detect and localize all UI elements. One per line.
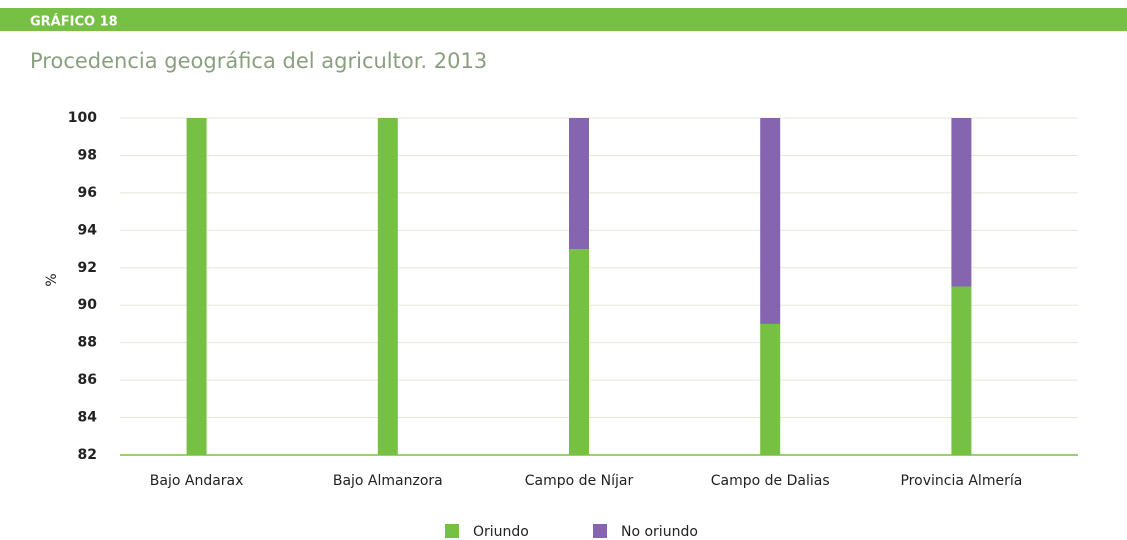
y-tick-label: 100 <box>68 110 97 126</box>
header-label: GRÁFICO 18 <box>30 14 118 30</box>
y-axis-label: % <box>44 273 60 286</box>
y-tick-label: 82 <box>78 447 97 463</box>
legend-swatch <box>445 524 459 538</box>
bar <box>569 118 589 250</box>
legend-swatch <box>593 524 607 538</box>
bar <box>377 118 398 455</box>
y-tick-label: 84 <box>78 410 98 426</box>
legend-label: Oriundo <box>473 524 529 540</box>
y-tick-label: 88 <box>78 335 97 351</box>
chart-title: Procedencia geográfica del agricultor. 2… <box>30 49 487 73</box>
bar <box>951 118 972 287</box>
header-band <box>0 8 1127 31</box>
y-tick-label: 94 <box>78 222 98 238</box>
y-tick-label: 90 <box>78 297 98 313</box>
bar <box>569 249 589 455</box>
y-tick-label: 92 <box>78 260 97 276</box>
y-tick-label: 86 <box>78 372 97 388</box>
x-tick-label: Provincia Almería <box>900 473 1022 489</box>
bar <box>760 118 781 324</box>
y-tick-label: 98 <box>78 147 97 163</box>
x-tick-label: Campo de Dalias <box>711 473 830 489</box>
bar <box>760 323 781 455</box>
x-tick-label: Bajo Andarax <box>150 473 244 489</box>
x-tick-label: Campo de Níjar <box>525 473 634 489</box>
bar <box>186 118 207 455</box>
y-tick-label: 96 <box>78 185 97 201</box>
bar <box>951 286 972 455</box>
x-tick-label: Bajo Almanzora <box>333 473 443 489</box>
legend-label: No oriundo <box>621 524 698 540</box>
